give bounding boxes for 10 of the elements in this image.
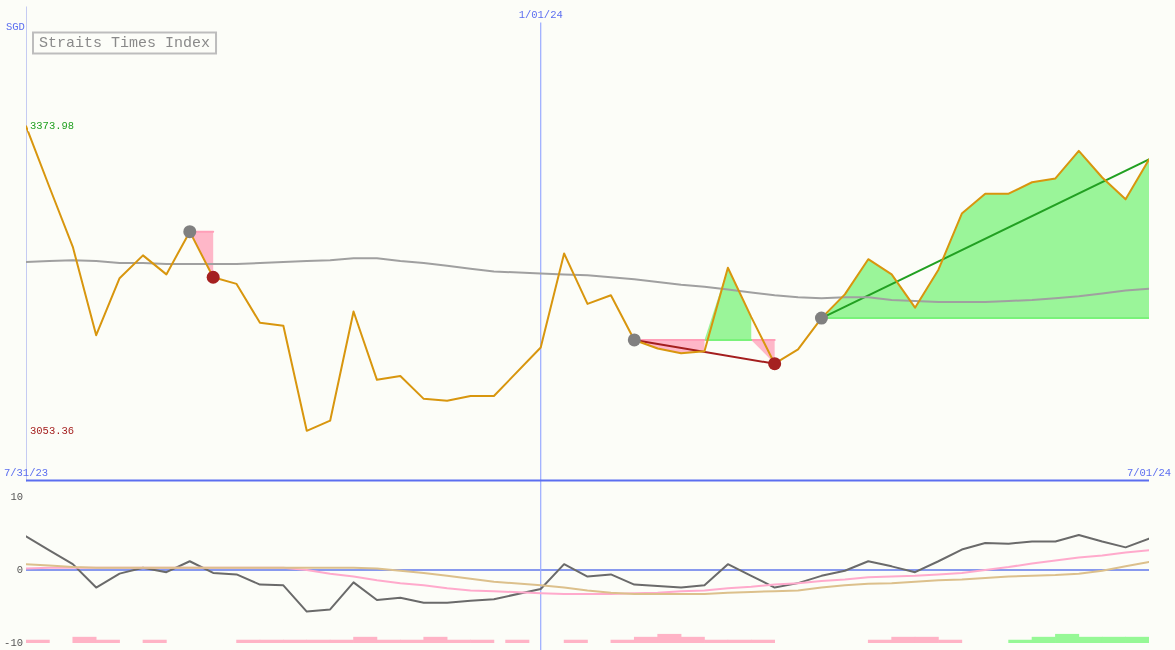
x-tick-label: 7/31/23 [3,467,49,480]
text: Straits Times Index [39,35,211,53]
y-tick-label: 0 [16,563,24,576]
y-axis-title: SGD [6,21,25,34]
x-tick-label: 7/01/24 [1126,467,1172,480]
y-tick-label: 3373.98 [30,120,75,132]
ref-line-label: 1/01/24 [518,8,563,21]
y-tick-label: 3053.36 [30,424,75,437]
y-tick-label: -10 [4,636,23,649]
y-tick-label: 10 [10,490,24,503]
